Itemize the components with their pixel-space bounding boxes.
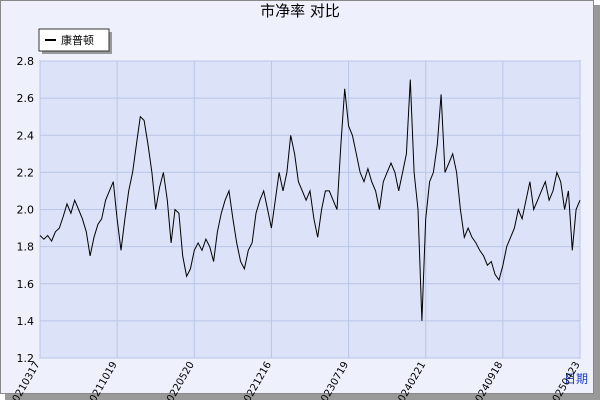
y-tick-label: 1.6 [17, 278, 35, 291]
legend: 康普顿 [38, 28, 112, 54]
series-line [39, 79, 581, 321]
y-tick-label: 2.8 [17, 55, 35, 68]
y-tick-label: 1.8 [17, 241, 35, 254]
y-tick-label: 2.2 [17, 166, 35, 179]
legend-box [38, 28, 110, 52]
shadow [594, 5, 600, 400]
y-tick-label: 2.4 [17, 129, 35, 142]
shadow [5, 394, 600, 400]
x-axis-label: 日期 [564, 372, 588, 386]
y-tick-label: 2.0 [17, 204, 35, 217]
y-tick-label: 1.4 [17, 315, 35, 328]
y-tick-label: 2.6 [17, 92, 35, 105]
legend-label: 康普顿 [61, 33, 94, 47]
chart-title: 市净率 对比 [260, 2, 340, 20]
y-tick-label: 1.2 [17, 352, 35, 365]
